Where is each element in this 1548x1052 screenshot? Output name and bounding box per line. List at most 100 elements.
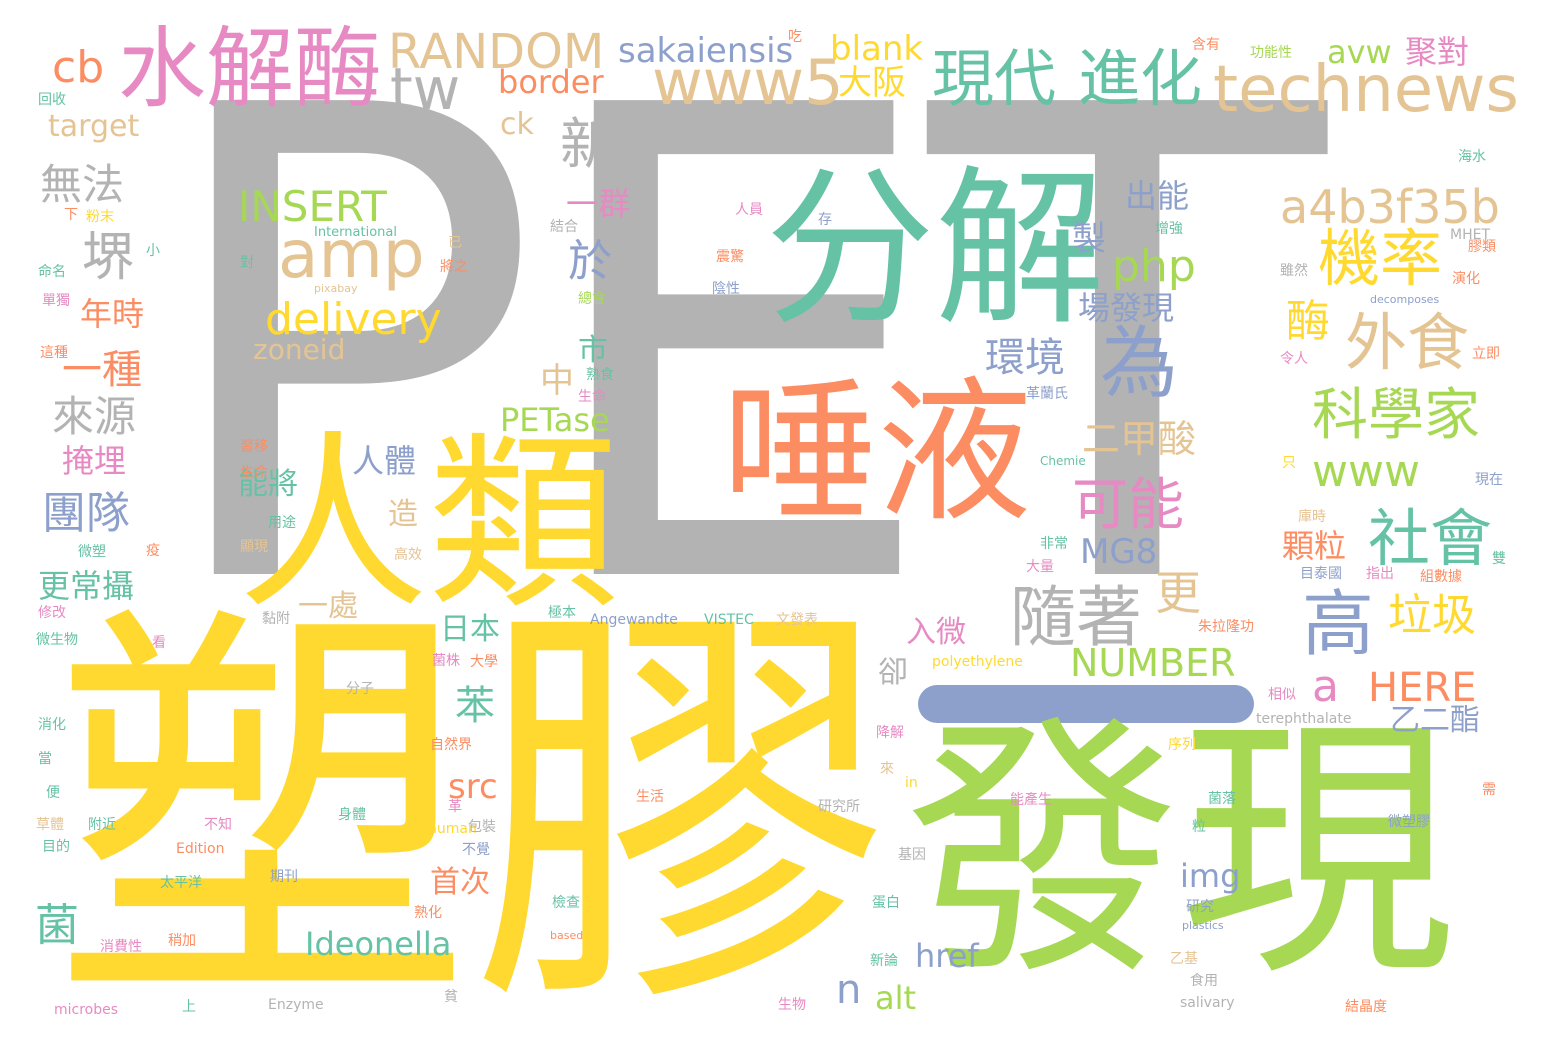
word-xiang-si: 相似 <box>1268 687 1296 703</box>
word-ling-ren: 令人 <box>1280 351 1308 367</box>
word-border: border <box>498 63 604 101</box>
word-li: 粒 <box>1192 819 1206 835</box>
word-amp: amp <box>278 216 425 293</box>
word-vistec: VISTEC <box>704 612 754 628</box>
word-huan-jing: 環境 <box>985 335 1065 381</box>
word-img: img <box>1180 857 1241 895</box>
word-yi-chu: 一處 <box>298 589 358 624</box>
word-random: RANDOM <box>388 24 605 80</box>
word-polyethylene: polyethylene <box>932 654 1023 670</box>
word-shu-shi: 熟食 <box>586 367 614 383</box>
word-nian-shi: 年時 <box>80 295 145 333</box>
word-yi-er-zhi: 乙二酯 <box>1390 703 1480 738</box>
word-ju-dui: 聚對 <box>1405 33 1470 71</box>
word-wei-su-jiao: 微塑膠 <box>1388 814 1430 830</box>
word-petase: PETase <box>500 401 610 439</box>
word-chang-fa-xian: 場發現 <box>1078 289 1175 327</box>
word-ren-ti: 人體 <box>352 442 417 480</box>
word-jun-luo: 菌落 <box>1208 791 1236 807</box>
word-src: src <box>448 767 498 807</box>
word-xiu-gai: 修改 <box>38 605 66 621</box>
word-sheng-wu: 生物 <box>778 997 806 1013</box>
word-international: International <box>314 225 397 240</box>
word-shao-jia: 稍加 <box>168 933 196 949</box>
word-ke-xue-jia: 科學家 <box>1312 383 1480 448</box>
word-sui-zhe: 隨著 <box>1010 579 1142 656</box>
word-jie: 堺 <box>82 228 135 288</box>
word-bian: 便 <box>46 785 60 801</box>
word-dan-bai: 蛋白 <box>872 895 900 911</box>
word-yan-jiu-suo: 研究所 <box>818 799 860 815</box>
word-bu-jue: 不覺 <box>462 842 490 858</box>
word-zhong: 中 <box>540 361 574 401</box>
word-www: www <box>1312 446 1420 497</box>
word-jun: 菌 <box>35 900 79 951</box>
word-zoneid: zoneid <box>253 333 346 366</box>
word-ren-yuan: 人員 <box>735 202 763 218</box>
word-yin-xing: 陰性 <box>712 281 740 297</box>
word-jian-cha: 檢查 <box>552 895 580 911</box>
word-xin: 新 <box>560 113 616 178</box>
word-wei-sheng-wu: 微生物 <box>36 632 78 648</box>
word-zao: 造 <box>388 497 418 532</box>
word-blank: blank <box>830 29 924 69</box>
word-shen-ti: 身體 <box>338 807 366 823</box>
word-zhen-jing: 震驚 <box>716 249 744 265</box>
word-lai: 來 <box>880 761 894 777</box>
word-angewandte: Angewandte <box>590 612 678 628</box>
word-href: href <box>915 937 979 975</box>
word-su-jiao: 塑膠 <box>52 570 892 1052</box>
word-ru-wei: 入微 <box>906 615 966 650</box>
word-yan-mai: 掩埋 <box>62 442 127 480</box>
word-zu-shu-ju: 組數據 <box>1420 569 1462 585</box>
word-wen-fa-biao: 文發表 <box>776 612 818 628</box>
word-cun: 存 <box>818 212 832 228</box>
word-ku-shi: 庫時 <box>1298 509 1326 525</box>
word-fu-jin: 附近 <box>88 817 116 833</box>
word-sakaiensis: sakaiensis <box>618 31 794 71</box>
word-yi-zhong: 一種 <box>62 347 142 393</box>
word-ge: 革 <box>448 799 462 815</box>
word-xiao-fei-xing: 消費性 <box>100 939 142 955</box>
word-cb: cb <box>52 42 105 93</box>
word-xin-lun: 新論 <box>870 953 898 969</box>
word-que: 卻 <box>878 655 908 690</box>
word-cao-ti: 草體 <box>36 817 64 833</box>
word-da-liang: 大量 <box>1026 559 1054 575</box>
word-shuang: 雙 <box>1492 551 1506 567</box>
word-bu-zhi: 不知 <box>204 817 232 833</box>
word-fen-zi: 分子 <box>346 681 374 697</box>
word-microbes: microbes <box>54 1002 119 1018</box>
word-xiao: 小 <box>146 243 160 259</box>
word-n: n <box>836 967 862 1013</box>
word-shou-ci: 首次 <box>430 865 490 900</box>
word-neng-jiang: 能將 <box>238 467 298 502</box>
word-er-jia-suan: 二甲酸 <box>1082 417 1197 461</box>
word-nian-fu: 黏附 <box>262 611 290 627</box>
word-geng: 更 <box>1155 566 1201 620</box>
word-shi-yong: 食用 <box>1190 973 1218 989</box>
word-wu-fa: 無法 <box>40 160 125 209</box>
word-yi-2: 疫 <box>146 543 160 559</box>
word-mhet: MHET <box>1450 227 1491 243</box>
word-zhi: 製 <box>1072 219 1106 259</box>
word-ri-ben: 日本 <box>440 612 500 647</box>
word-enzyme: Enzyme <box>268 997 324 1013</box>
word-ji-ben: 極本 <box>548 605 576 621</box>
dash-glyph <box>918 685 1254 723</box>
word-a: a <box>1312 661 1339 712</box>
word-yi-ji: 乙基 <box>1170 951 1198 967</box>
word-yu: 於 <box>568 236 612 287</box>
word-ming-ming: 命名 <box>38 264 66 280</box>
word-technews: technews <box>1213 53 1519 127</box>
word-sheng-ming: 生命 <box>578 389 606 405</box>
word-ji-yin: 基因 <box>898 847 926 863</box>
word-da-ban: 大阪 <box>838 63 906 103</box>
word-zong-hui: 總會 <box>578 291 606 307</box>
word-la-ji: 垃圾 <box>1388 590 1476 641</box>
word-zhi-only: 只 <box>1282 455 1296 471</box>
word-jiao-lei: 膠類 <box>1468 239 1496 255</box>
word-zhu-la-long-gong: 朱拉隆功 <box>1198 619 1254 635</box>
word-bao-zhuang: 包裝 <box>468 819 496 835</box>
word-ren-lei: 人類 <box>238 414 619 635</box>
